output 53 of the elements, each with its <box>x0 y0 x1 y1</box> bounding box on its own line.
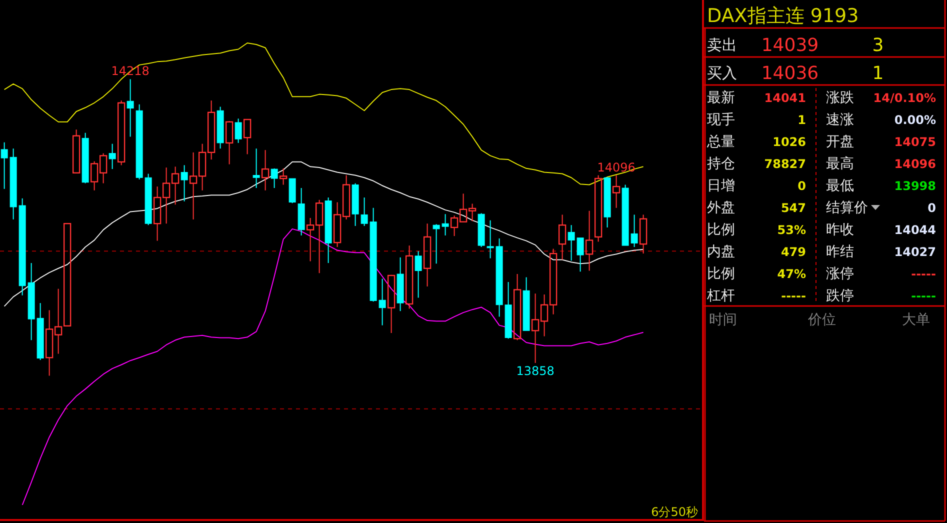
text: 479 <box>780 245 806 259</box>
text: 内盘 <box>707 244 735 260</box>
text: 涨跌 <box>826 90 854 106</box>
text: 结算价 <box>826 200 868 216</box>
text: ----- <box>911 267 936 281</box>
text: 杠杆 <box>706 288 735 304</box>
text: DAX指主连 9193 <box>707 5 859 27</box>
text: 开盘 <box>826 134 854 150</box>
text: 最高 <box>826 156 854 172</box>
text: ----- <box>911 289 936 303</box>
text: 53% <box>777 223 806 237</box>
text: 14075 <box>894 135 936 149</box>
text: 3 <box>872 35 884 56</box>
text: 外盘 <box>707 200 735 216</box>
text: 14041 <box>764 91 806 105</box>
text: 日增 <box>707 178 735 194</box>
text: 比例 <box>707 222 735 238</box>
text: 大单 <box>902 312 930 328</box>
text: 0.00% <box>894 113 936 127</box>
text: 14044 <box>894 223 936 237</box>
text: 总量 <box>706 134 735 150</box>
text: 13998 <box>894 179 936 193</box>
text: 昨收 <box>826 222 854 238</box>
text: 0 <box>928 201 936 215</box>
text: 比例 <box>707 266 735 282</box>
text: 14036 <box>761 63 819 84</box>
text: ----- <box>781 289 806 303</box>
text: 547 <box>780 201 806 215</box>
text: 78827 <box>764 157 806 171</box>
text: 跌停 <box>826 288 854 304</box>
text: 价位 <box>807 312 836 328</box>
text: 14039 <box>761 35 819 56</box>
text: 最低 <box>826 178 854 194</box>
text: 最新 <box>707 90 735 106</box>
text: 0 <box>798 179 806 193</box>
text: 买入 <box>707 64 737 82</box>
text: 14/0.10% <box>873 91 936 105</box>
text: 卖出 <box>707 36 737 54</box>
text: 现手 <box>707 112 735 128</box>
text: 14027 <box>894 245 936 259</box>
text: 47% <box>777 267 806 281</box>
text: 速涨 <box>826 112 854 128</box>
text: 6分50秒 <box>651 505 698 519</box>
text: 昨结 <box>826 244 854 260</box>
text: 1 <box>872 63 884 84</box>
text: 涨停 <box>826 266 854 282</box>
annotation: 13858 <box>516 364 554 378</box>
text: 14096 <box>894 157 936 171</box>
text: 时间 <box>709 312 737 328</box>
text: 1026 <box>772 135 806 149</box>
annotation: 14096 <box>597 160 636 174</box>
text: 1 <box>798 113 806 127</box>
text: 持仓 <box>707 156 735 172</box>
